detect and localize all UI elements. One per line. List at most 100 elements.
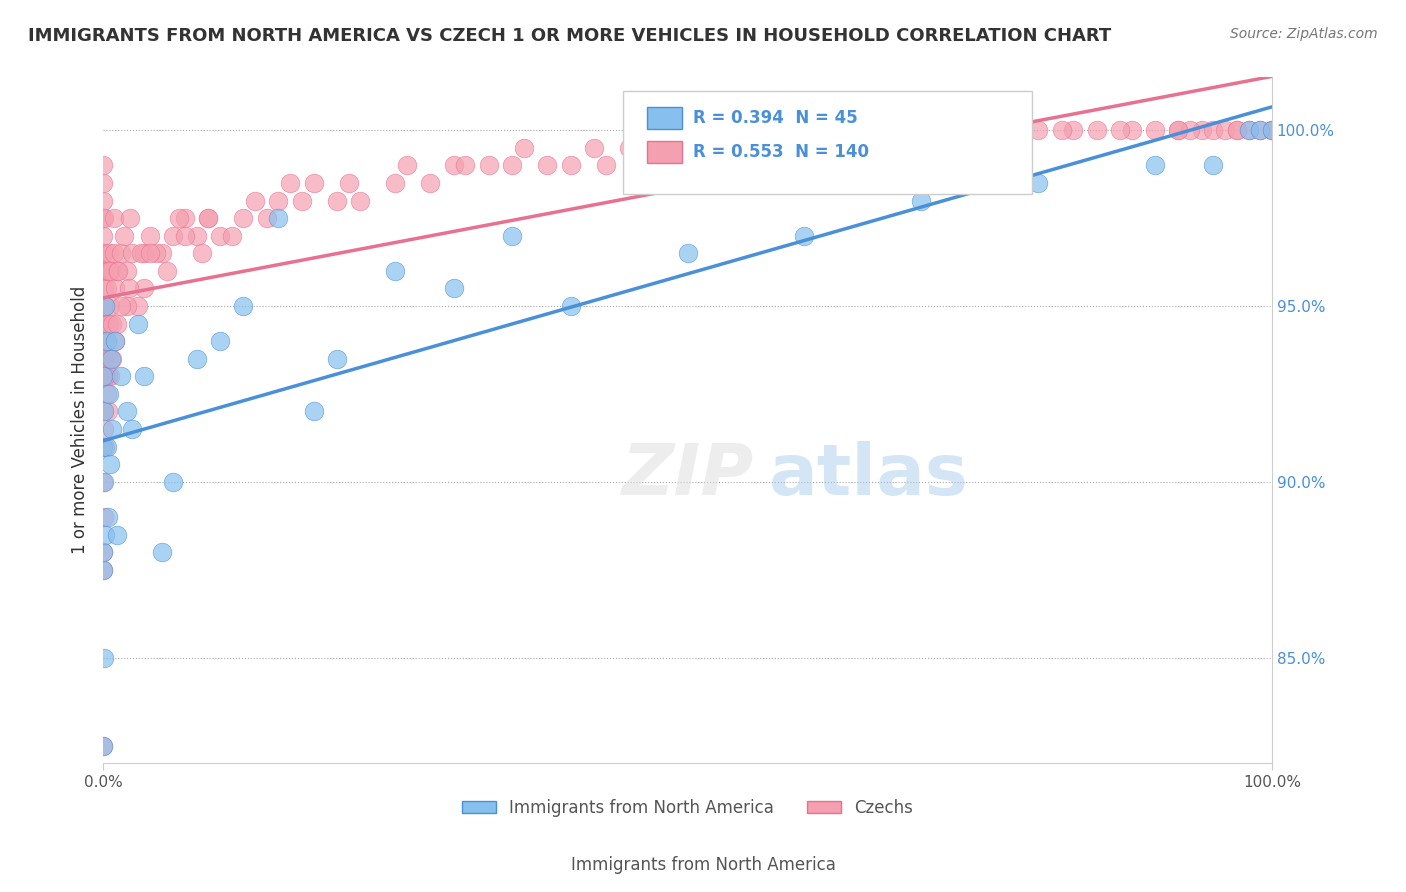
Point <box>91 176 114 190</box>
Point <box>107 264 129 278</box>
Point <box>1167 123 1189 137</box>
Point <box>91 211 114 226</box>
Point <box>94 369 117 384</box>
Point <box>384 176 406 190</box>
Point <box>93 246 115 260</box>
Text: R = 0.394  N = 45: R = 0.394 N = 45 <box>693 109 858 127</box>
Point <box>105 317 128 331</box>
Point <box>652 141 675 155</box>
Point <box>302 176 325 190</box>
Point <box>91 194 114 208</box>
Point <box>852 141 875 155</box>
Text: R = 0.553  N = 140: R = 0.553 N = 140 <box>693 144 869 161</box>
Point <box>1167 123 1189 137</box>
Point <box>513 141 536 155</box>
Point <box>139 246 162 260</box>
Point <box>267 194 290 208</box>
Point <box>121 246 143 260</box>
Point <box>98 351 121 366</box>
Point <box>887 123 910 137</box>
Point <box>1202 123 1225 137</box>
Point <box>91 440 114 454</box>
Point <box>326 194 349 208</box>
Point <box>560 299 582 313</box>
Point <box>91 563 114 577</box>
Point <box>91 264 114 278</box>
Point <box>91 440 114 454</box>
Point <box>1237 123 1260 137</box>
Point <box>96 317 118 331</box>
Point <box>174 228 197 243</box>
Point <box>595 158 617 172</box>
Point <box>167 211 190 226</box>
Point <box>94 527 117 541</box>
Point <box>1026 123 1049 137</box>
Point <box>536 158 558 172</box>
Point <box>91 334 114 348</box>
Point <box>186 228 208 243</box>
Point <box>700 141 723 155</box>
Point <box>98 246 121 260</box>
Point <box>267 211 290 226</box>
Point <box>91 563 114 577</box>
Point <box>1178 123 1201 137</box>
Point <box>132 246 155 260</box>
Point <box>1004 123 1026 137</box>
Point <box>115 264 138 278</box>
Point <box>1121 123 1143 137</box>
Point <box>278 176 301 190</box>
Point <box>1143 158 1166 172</box>
Point <box>93 404 115 418</box>
Point <box>96 387 118 401</box>
Point <box>711 141 734 155</box>
Point <box>443 281 465 295</box>
Point <box>1191 123 1213 137</box>
Point <box>93 211 115 226</box>
Point <box>93 510 115 524</box>
Point <box>208 334 231 348</box>
Point <box>934 123 956 137</box>
Point <box>91 545 114 559</box>
Point <box>969 123 991 137</box>
Point <box>560 158 582 172</box>
Point <box>105 264 128 278</box>
Point <box>104 281 127 295</box>
Point <box>91 246 114 260</box>
Point <box>96 334 118 348</box>
Point <box>910 123 932 137</box>
Point <box>232 211 254 226</box>
Point <box>91 158 114 172</box>
Point <box>186 351 208 366</box>
Point <box>93 317 115 331</box>
Bar <box>647 141 682 163</box>
Point <box>945 123 967 137</box>
Point <box>817 123 839 137</box>
Point <box>94 264 117 278</box>
Bar <box>647 107 682 128</box>
Point <box>127 317 149 331</box>
Point <box>93 281 115 295</box>
Point <box>875 123 897 137</box>
Point <box>1261 123 1284 137</box>
Point <box>676 141 699 155</box>
Point <box>150 246 173 260</box>
Point <box>1249 123 1271 137</box>
Point <box>191 246 214 260</box>
Point <box>1261 123 1284 137</box>
Point <box>1261 123 1284 137</box>
Point <box>129 246 152 260</box>
Point <box>735 141 758 155</box>
Point <box>118 281 141 295</box>
Point <box>1249 123 1271 137</box>
Point <box>1226 123 1249 137</box>
Point <box>1062 123 1084 137</box>
Point <box>1050 123 1073 137</box>
Point <box>98 317 121 331</box>
Point <box>91 404 114 418</box>
Point <box>758 123 780 137</box>
Point <box>232 299 254 313</box>
Point <box>101 422 124 436</box>
Point <box>93 475 115 489</box>
Point <box>93 351 115 366</box>
Point <box>828 123 851 137</box>
